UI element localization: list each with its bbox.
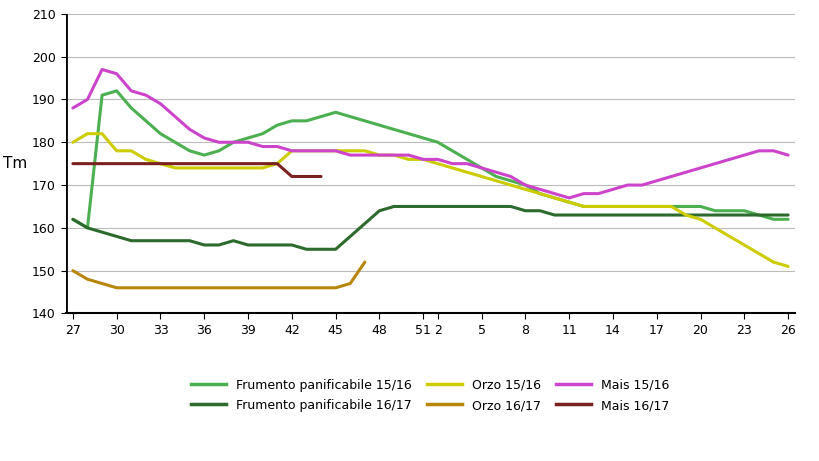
Legend: Frumento panificabile 15/16, Frumento panificabile 16/17, Orzo 15/16, Orzo 16/17: Frumento panificabile 15/16, Frumento pa… (186, 374, 674, 417)
Y-axis label: Tm: Tm (3, 156, 27, 171)
